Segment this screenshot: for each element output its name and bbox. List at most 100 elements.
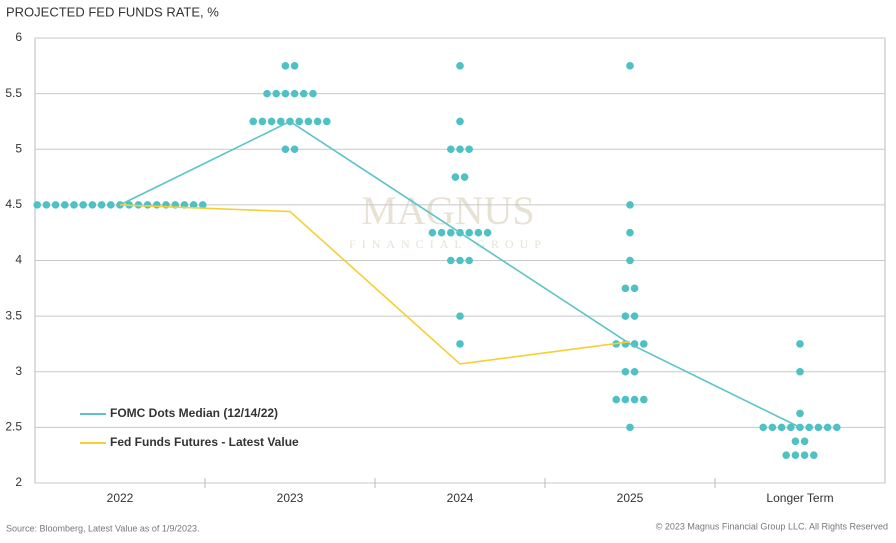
dot <box>313 117 322 126</box>
dot <box>70 201 78 209</box>
dot <box>800 451 809 459</box>
dot <box>295 117 304 126</box>
dot <box>290 89 299 98</box>
dot-row <box>447 145 474 154</box>
dot-row <box>451 173 469 181</box>
dot <box>465 145 474 154</box>
dot <box>626 62 634 70</box>
line-series <box>119 120 801 429</box>
dot <box>787 423 795 432</box>
legend-label: Fed Funds Futures - Latest Value <box>110 435 299 449</box>
dot <box>810 451 818 459</box>
dot-row <box>796 409 804 418</box>
dot <box>621 312 630 320</box>
dot <box>97 201 106 209</box>
dot <box>79 201 87 209</box>
dot <box>777 423 786 432</box>
dot <box>272 89 281 98</box>
dot <box>451 173 460 181</box>
dot <box>300 89 308 98</box>
dot <box>304 117 313 126</box>
dot-row <box>621 312 639 320</box>
dot <box>630 312 639 320</box>
dot <box>42 201 51 209</box>
dot <box>621 284 630 293</box>
dot <box>759 423 767 432</box>
dot <box>621 395 630 404</box>
dot <box>768 423 777 432</box>
dot-row <box>456 117 464 126</box>
watermark: MAGNUS <box>361 188 534 233</box>
dot <box>465 228 474 237</box>
dot <box>281 62 290 70</box>
dot <box>630 284 639 293</box>
dot <box>630 395 639 404</box>
dot-row <box>428 228 492 237</box>
dot <box>263 89 271 98</box>
y-tick-label: 4 <box>15 253 22 267</box>
y-tick-label: 3.5 <box>5 308 22 322</box>
dot <box>465 256 474 265</box>
dot-row <box>281 62 299 70</box>
dot <box>805 423 813 432</box>
dot <box>483 228 492 237</box>
dot <box>460 173 469 181</box>
dot <box>456 340 464 348</box>
dot <box>281 89 290 98</box>
y-tick-label: 3 <box>15 364 22 378</box>
dot-row <box>791 437 809 446</box>
dot <box>796 340 804 348</box>
dot <box>626 201 634 209</box>
dot <box>640 340 648 348</box>
source-note: Source: Bloomberg, Latest Value as of 1/… <box>6 523 199 533</box>
dot-row <box>626 256 634 265</box>
chart-title: PROJECTED FED FUNDS RATE, % <box>6 4 219 19</box>
dot-row <box>796 340 804 348</box>
dot-row <box>621 367 639 376</box>
dot <box>626 423 634 432</box>
dot-row <box>759 423 841 432</box>
x-tick-label: 2022 <box>107 491 134 505</box>
dot <box>630 367 639 376</box>
dot <box>791 451 800 459</box>
dot-row <box>796 367 804 376</box>
dot <box>199 201 207 209</box>
dot <box>456 256 464 265</box>
dot <box>791 437 800 446</box>
x-tick-label: 2023 <box>277 491 304 505</box>
dot <box>258 117 267 126</box>
line-series <box>119 204 631 365</box>
x-tick-label: 2025 <box>617 491 644 505</box>
y-tick-label: 2.5 <box>5 420 22 434</box>
dot <box>249 117 257 126</box>
dot <box>456 145 464 154</box>
y-tick-label: 5 <box>15 141 22 155</box>
dot <box>281 145 290 154</box>
dot <box>621 367 630 376</box>
dot <box>447 228 455 237</box>
copyright: © 2023 Magnus Financial Group LLC. All R… <box>656 521 888 531</box>
dot-row <box>626 201 634 209</box>
dot <box>612 395 620 404</box>
watermark: FINANCIAL GROUP <box>349 237 547 251</box>
dot <box>189 201 198 209</box>
dot-row <box>626 423 634 432</box>
dot-row <box>612 395 648 404</box>
dot <box>626 256 634 265</box>
dot-row <box>263 89 317 98</box>
dot <box>153 201 161 209</box>
dot <box>290 145 299 154</box>
dot <box>290 62 299 70</box>
dot <box>428 228 437 237</box>
dot-row <box>281 145 299 154</box>
dot <box>782 451 790 459</box>
dot <box>447 256 455 265</box>
dot <box>437 228 446 237</box>
dot <box>800 437 809 446</box>
dot <box>814 423 823 432</box>
dot <box>447 145 455 154</box>
dot <box>796 409 804 418</box>
dot <box>626 228 634 237</box>
dot-row <box>626 228 634 237</box>
